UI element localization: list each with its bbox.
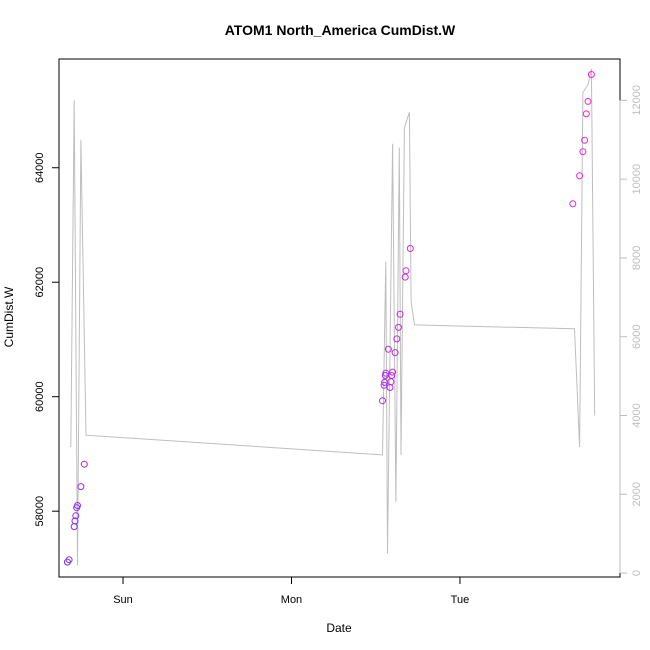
y-axis: 58000 60000 62000 64000: [34, 152, 60, 527]
plot-frame: [58, 58, 621, 578]
y2-axis: 0 2000 4000 6000 8000 10000 12000: [619, 85, 643, 576]
data-point: [380, 381, 388, 389]
data-point: [379, 397, 386, 405]
data-point: [65, 556, 73, 564]
data-point: [396, 310, 404, 318]
data-point: [587, 71, 595, 78]
data-point: [77, 483, 85, 491]
data-point: [382, 369, 390, 377]
x-axis: Sun Mon Tue: [113, 576, 470, 606]
y-tick-label: 62000: [34, 267, 46, 298]
y2-tick-label: 6000: [631, 324, 643, 348]
data-point: [579, 148, 587, 156]
data-point: [70, 523, 78, 531]
y2-tick-label: 10000: [631, 164, 643, 195]
data-point: [393, 335, 401, 343]
y-axis-label: CumDist.W: [2, 286, 16, 347]
series-line: [70, 68, 596, 566]
data-point: [389, 368, 397, 376]
data-point: [584, 97, 592, 105]
data-point: [384, 345, 392, 353]
data-point: [72, 512, 80, 520]
data-point: [74, 502, 81, 509]
y2-tick-label: 12000: [631, 85, 643, 116]
data-point: [569, 200, 577, 208]
y2-tick-label: 0: [631, 570, 643, 576]
data-point: [391, 349, 399, 357]
data-point: [576, 172, 584, 180]
data-point: [582, 110, 590, 118]
y2-tick-label: 2000: [631, 482, 643, 506]
y2-tick-label: 4000: [631, 403, 643, 427]
x-tick-label: Tue: [451, 594, 470, 606]
points-layer: [63, 71, 595, 566]
data-point: [71, 517, 79, 525]
data-point: [387, 378, 395, 386]
y-tick-label: 60000: [34, 381, 46, 412]
data-point: [395, 323, 402, 331]
y-tick-label: 58000: [34, 496, 46, 527]
y-tick-label: 64000: [34, 152, 46, 183]
series-line-layer: [70, 68, 596, 566]
x-axis-label: Date: [326, 621, 352, 635]
y2-tick-label: 8000: [631, 246, 643, 270]
x-tick-label: Sun: [113, 594, 133, 606]
data-point: [406, 245, 414, 252]
data-point: [388, 372, 396, 379]
data-point: [402, 267, 410, 275]
data-point: [581, 136, 589, 144]
x-tick-label: Mon: [281, 594, 302, 606]
chart-title: ATOM1 North_America CumDist.W: [225, 22, 456, 38]
data-point: [80, 460, 88, 468]
